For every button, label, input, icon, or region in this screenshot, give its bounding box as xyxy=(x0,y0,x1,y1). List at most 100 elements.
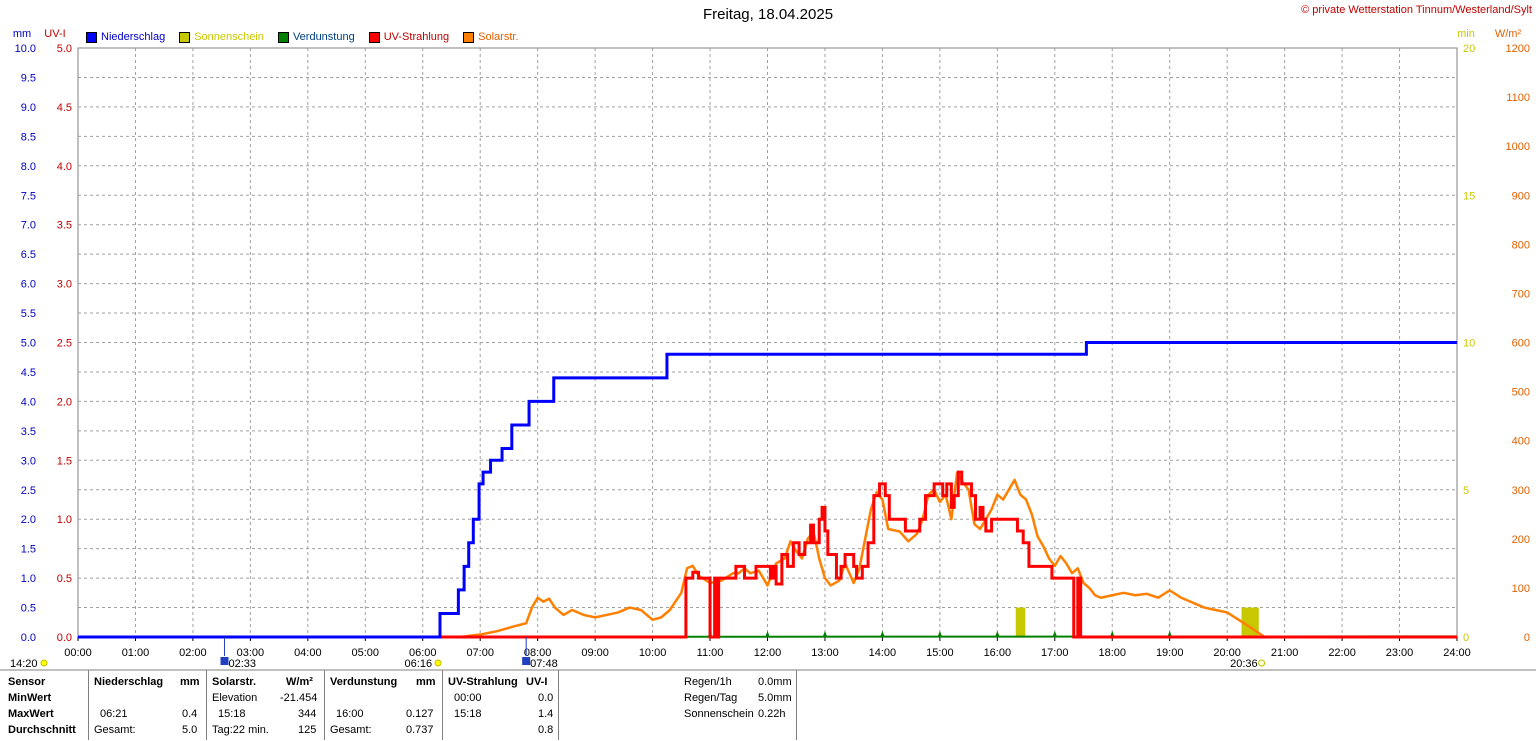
x-tick-label: 09:00 xyxy=(581,647,609,659)
y-tick-uv: 3.0 xyxy=(57,279,72,291)
y-tick-min: 20 xyxy=(1463,43,1475,55)
verdunstung-marker xyxy=(995,631,1000,636)
stats-solar-title: Solarstr. xyxy=(212,676,257,688)
moonset-icon xyxy=(522,657,531,665)
verdunstung-marker xyxy=(765,631,770,636)
axis-label-wm2: W/m² xyxy=(1495,28,1522,40)
verdunstung-marker xyxy=(937,631,942,636)
sunshine-bar xyxy=(1015,607,1026,637)
stats-niederschlag-max-time: 06:21 xyxy=(100,708,128,720)
event-start-label: 14:20 xyxy=(10,658,38,670)
x-tick-label: 21:00 xyxy=(1271,647,1299,659)
y-tick-mm: 8.0 xyxy=(21,161,36,173)
moonrise-label: 02:33 xyxy=(229,658,257,670)
stats-niederschlag-title: Niederschlag xyxy=(94,676,164,688)
x-tick-label: 03:00 xyxy=(237,647,265,659)
y-tick-wm2: 0 xyxy=(1524,632,1530,644)
y-tick-wm2: 500 xyxy=(1512,387,1530,399)
legend-item-solar: Solarstr. xyxy=(463,31,519,43)
sunrise-icon xyxy=(434,659,442,667)
y-tick-wm2: 900 xyxy=(1512,190,1530,202)
y-tick-mm: 5.5 xyxy=(21,308,36,320)
axis-label-mm: mm xyxy=(13,28,31,40)
stats-verdunstung-max-time: 16:00 xyxy=(336,708,364,720)
legend-label: UV-Strahlung xyxy=(383,31,450,43)
y-tick-uv: 0.5 xyxy=(57,573,72,585)
x-tick-label: 14:00 xyxy=(869,647,897,659)
x-tick-label: 15:00 xyxy=(926,647,954,659)
x-tick-label: 20:00 xyxy=(1213,647,1241,659)
y-tick-wm2: 400 xyxy=(1512,436,1530,448)
stats-uv-title: UV-Strahlung xyxy=(448,676,518,688)
y-tick-mm: 3.5 xyxy=(21,426,36,438)
stats-uv-max-val: 1.4 xyxy=(538,708,554,720)
y-tick-mm: 9.0 xyxy=(21,102,36,114)
x-tick-label: 10:00 xyxy=(639,647,667,659)
y-tick-mm: 5.0 xyxy=(21,338,36,350)
x-tick-label: 02:00 xyxy=(179,647,207,659)
y-tick-uv: 0.0 xyxy=(57,632,72,644)
stats-uv-unit: UV-I xyxy=(526,676,548,688)
y-tick-mm: 8.5 xyxy=(21,131,36,143)
x-tick-label: 16:00 xyxy=(984,647,1012,659)
legend-label: Verdunstung xyxy=(292,31,355,43)
x-tick-label: 00:00 xyxy=(64,647,92,659)
legend-item-verdunstung: Verdunstung xyxy=(277,31,355,43)
stats-sensor-header: Sensor xyxy=(8,676,46,688)
y-tick-mm: 7.5 xyxy=(21,190,36,202)
stats-verdunstung-avg-val: 0.737 xyxy=(406,724,434,736)
verdunstung-marker xyxy=(1167,631,1172,636)
stats-solar-max-time: 15:18 xyxy=(218,708,246,720)
y-tick-mm: 2.0 xyxy=(21,514,36,526)
legend-item-sonnenschein: Sonnenschein xyxy=(179,31,264,43)
x-tick-label: 18:00 xyxy=(1098,647,1126,659)
stats-uv-min-val: 0.0 xyxy=(538,692,554,704)
y-tick-uv: 1.5 xyxy=(57,455,72,467)
legend-swatch xyxy=(277,31,289,43)
x-tick-label: 01:00 xyxy=(122,647,150,659)
stats-sonnenschein-label: Sonnenschein xyxy=(684,708,754,720)
copyright: © private Wetterstation Tinnum/Westerlan… xyxy=(1301,4,1532,16)
y-tick-wm2: 300 xyxy=(1512,485,1530,497)
stats-niederschlag-avg-val: 5.0 xyxy=(182,724,198,736)
y-tick-uv: 2.0 xyxy=(57,396,72,408)
moonrise-icon xyxy=(220,657,229,665)
legend-item-niederschlag: Niederschlag xyxy=(86,31,165,43)
y-tick-uv: 3.5 xyxy=(57,220,72,232)
stats-sonnenschein-value: 0.22h xyxy=(758,708,786,720)
y-tick-mm: 1.0 xyxy=(21,573,36,585)
x-tick-label: 23:00 xyxy=(1386,647,1414,659)
y-tick-mm: 6.0 xyxy=(21,279,36,291)
y-tick-uv: 2.5 xyxy=(57,338,72,350)
x-tick-label: 19:00 xyxy=(1156,647,1184,659)
stats-niederschlag-avg-label: Gesamt: xyxy=(94,724,136,736)
y-tick-mm: 1.5 xyxy=(21,544,36,556)
stats-max-header: MaxWert xyxy=(8,708,54,720)
y-tick-wm2: 200 xyxy=(1512,534,1530,546)
legend-swatch xyxy=(86,31,97,43)
sunrise-label: 06:16 xyxy=(405,658,433,670)
legend-swatch xyxy=(463,31,475,43)
x-tick-label: 12:00 xyxy=(754,647,782,659)
stats-min-header: MinWert xyxy=(8,692,52,704)
stats-niederschlag-unit: mm xyxy=(180,676,200,688)
y-tick-mm: 0.5 xyxy=(21,603,36,615)
axis-label-uv: UV-I xyxy=(44,28,65,40)
stats-regen-1h-label: Regen/1h xyxy=(684,676,732,688)
y-tick-wm2: 600 xyxy=(1512,338,1530,350)
x-tick-label: 04:00 xyxy=(294,647,322,659)
stats-verdunstung-title: Verdunstung xyxy=(330,676,398,688)
stats-avg-header: Durchschnitt xyxy=(8,724,76,736)
stats-uv-avg-val: 0.8 xyxy=(538,724,554,736)
legend-swatch xyxy=(368,31,380,43)
y-tick-uv: 4.0 xyxy=(57,161,72,173)
x-tick-label: 07:00 xyxy=(466,647,494,659)
x-tick-label: 11:00 xyxy=(697,647,724,659)
y-tick-mm: 4.5 xyxy=(21,367,36,379)
y-tick-mm: 2.5 xyxy=(21,485,36,497)
y-tick-mm: 4.0 xyxy=(21,396,36,408)
y-tick-mm: 7.0 xyxy=(21,220,36,232)
moonset-label: 07:48 xyxy=(530,658,558,670)
y-tick-uv: 5.0 xyxy=(57,43,72,55)
